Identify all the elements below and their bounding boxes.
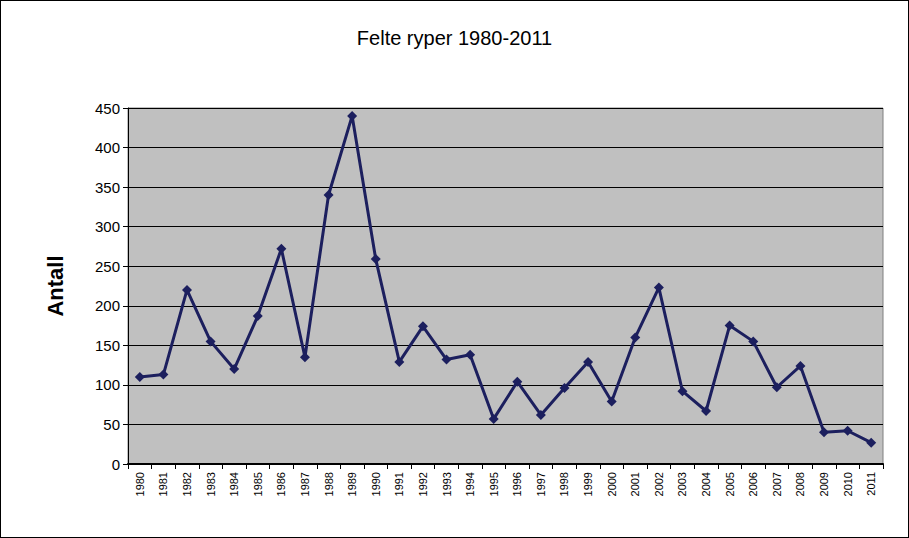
svg-text:1996: 1996 [511,472,523,496]
svg-text:100: 100 [95,376,120,393]
svg-text:1998: 1998 [558,472,570,496]
svg-text:Antall: Antall [43,255,68,316]
svg-text:0: 0 [112,456,120,473]
svg-text:1999: 1999 [582,472,594,496]
svg-text:1985: 1985 [252,472,264,496]
svg-text:2000: 2000 [606,472,618,496]
svg-text:250: 250 [95,258,120,275]
svg-text:1997: 1997 [535,472,547,496]
svg-text:1993: 1993 [441,472,453,496]
svg-text:1986: 1986 [275,472,287,496]
svg-text:2010: 2010 [842,472,854,496]
svg-text:2007: 2007 [771,472,783,496]
svg-text:1992: 1992 [417,472,429,496]
svg-text:400: 400 [95,139,120,156]
svg-text:1995: 1995 [488,472,500,496]
svg-text:1983: 1983 [205,472,217,496]
svg-text:150: 150 [95,337,120,354]
svg-text:1991: 1991 [393,472,405,496]
svg-text:300: 300 [95,218,120,235]
svg-text:1990: 1990 [370,472,382,496]
svg-text:1980: 1980 [134,472,146,496]
svg-text:1982: 1982 [181,472,193,496]
svg-text:2004: 2004 [700,472,712,496]
svg-text:1984: 1984 [228,472,240,496]
svg-text:200: 200 [95,297,120,314]
svg-text:1981: 1981 [157,472,169,496]
svg-text:2005: 2005 [724,472,736,496]
svg-text:2001: 2001 [629,472,641,496]
svg-text:50: 50 [103,416,120,433]
svg-text:2002: 2002 [653,472,665,496]
svg-text:1987: 1987 [299,472,311,496]
svg-text:1994: 1994 [464,472,476,496]
svg-text:450: 450 [95,100,120,117]
svg-text:2003: 2003 [676,472,688,496]
svg-text:2011: 2011 [865,472,877,496]
svg-text:350: 350 [95,179,120,196]
svg-text:1989: 1989 [346,472,358,496]
svg-text:1988: 1988 [323,472,335,496]
svg-text:2006: 2006 [747,472,759,496]
svg-text:2009: 2009 [818,472,830,496]
svg-text:2008: 2008 [794,472,806,496]
svg-text:Felte ryper 1980-2011: Felte ryper 1980-2011 [357,27,552,49]
